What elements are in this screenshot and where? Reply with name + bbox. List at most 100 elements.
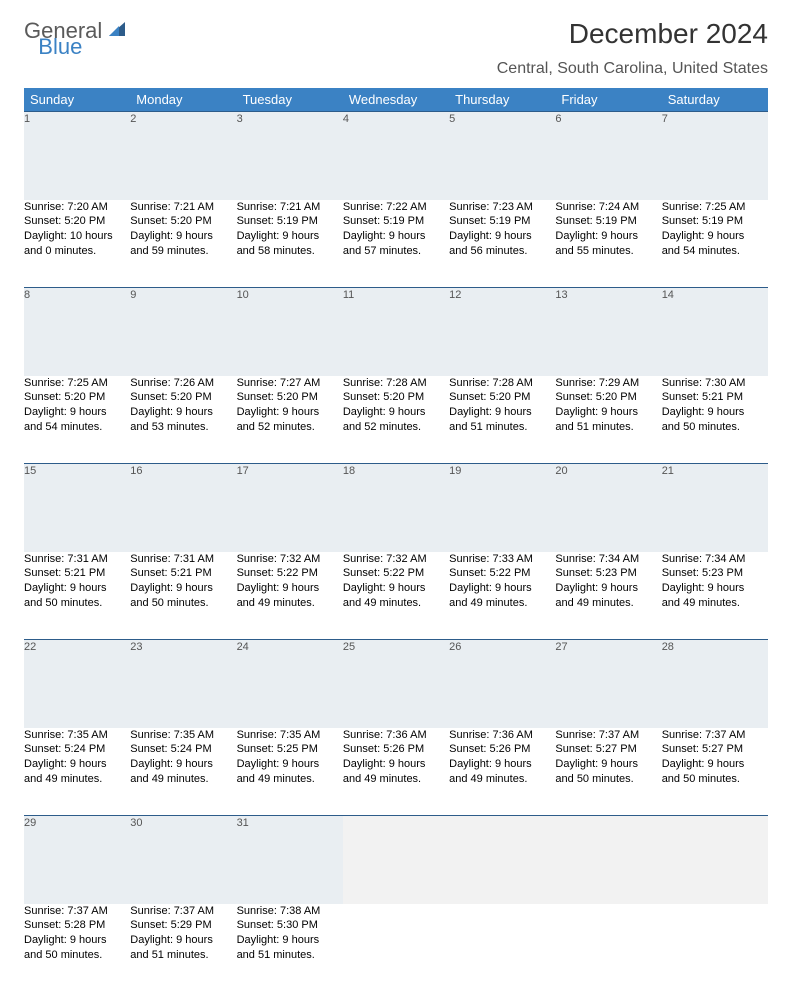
day-line-ss: Sunset: 5:22 PM (343, 566, 449, 581)
day-line-ss: Sunset: 5:25 PM (237, 742, 343, 757)
day-line-ss: Sunset: 5:21 PM (130, 566, 236, 581)
day-number: 19 (449, 464, 555, 552)
day-line-ss: Sunset: 5:27 PM (555, 742, 661, 757)
day-content-row: Sunrise: 7:31 AMSunset: 5:21 PMDaylight:… (24, 552, 768, 640)
day-line-ss: Sunset: 5:20 PM (130, 214, 236, 229)
day-number: 8 (24, 288, 130, 376)
day-number: 1 (24, 112, 130, 200)
day-line-sr: Sunrise: 7:31 AM (130, 552, 236, 567)
day-line-sr: Sunrise: 7:32 AM (343, 552, 449, 567)
day-number: 25 (343, 640, 449, 728)
day-line-d2: and 0 minutes. (24, 244, 130, 259)
day-cell: Sunrise: 7:27 AMSunset: 5:20 PMDaylight:… (237, 376, 343, 464)
day-line-ss: Sunset: 5:20 PM (555, 390, 661, 405)
day-line-d2: and 54 minutes. (24, 420, 130, 435)
weekday-thursday: Thursday (449, 88, 555, 112)
day-line-sr: Sunrise: 7:37 AM (130, 904, 236, 919)
day-number: 14 (662, 288, 768, 376)
day-line-d1: Daylight: 9 hours (237, 757, 343, 772)
day-cell: Sunrise: 7:35 AMSunset: 5:24 PMDaylight:… (130, 728, 236, 816)
day-line-d1: Daylight: 9 hours (449, 229, 555, 244)
day-line-ss: Sunset: 5:23 PM (662, 566, 768, 581)
day-number: 29 (24, 816, 130, 904)
day-line-sr: Sunrise: 7:22 AM (343, 200, 449, 215)
day-cell (555, 904, 661, 992)
day-cell: Sunrise: 7:32 AMSunset: 5:22 PMDaylight:… (343, 552, 449, 640)
day-number: 13 (555, 288, 661, 376)
day-number: 20 (555, 464, 661, 552)
day-cell: Sunrise: 7:35 AMSunset: 5:24 PMDaylight:… (24, 728, 130, 816)
day-cell: Sunrise: 7:25 AMSunset: 5:20 PMDaylight:… (24, 376, 130, 464)
day-number: 3 (237, 112, 343, 200)
day-line-ss: Sunset: 5:19 PM (449, 214, 555, 229)
day-line-ss: Sunset: 5:21 PM (24, 566, 130, 581)
day-cell (449, 904, 555, 992)
day-cell: Sunrise: 7:29 AMSunset: 5:20 PMDaylight:… (555, 376, 661, 464)
day-line-d1: Daylight: 9 hours (343, 229, 449, 244)
day-line-d1: Daylight: 9 hours (130, 229, 236, 244)
day-line-sr: Sunrise: 7:31 AM (24, 552, 130, 567)
day-line-ss: Sunset: 5:20 PM (24, 214, 130, 229)
day-number: 11 (343, 288, 449, 376)
day-line-ss: Sunset: 5:28 PM (24, 918, 130, 933)
day-line-d2: and 49 minutes. (343, 596, 449, 611)
day-cell: Sunrise: 7:34 AMSunset: 5:23 PMDaylight:… (662, 552, 768, 640)
day-line-d2: and 52 minutes. (237, 420, 343, 435)
day-line-sr: Sunrise: 7:37 AM (555, 728, 661, 743)
day-line-d1: Daylight: 9 hours (130, 757, 236, 772)
day-number: 31 (237, 816, 343, 904)
day-cell: Sunrise: 7:31 AMSunset: 5:21 PMDaylight:… (130, 552, 236, 640)
day-number: 28 (662, 640, 768, 728)
day-line-ss: Sunset: 5:20 PM (449, 390, 555, 405)
day-line-sr: Sunrise: 7:37 AM (662, 728, 768, 743)
day-cell: Sunrise: 7:31 AMSunset: 5:21 PMDaylight:… (24, 552, 130, 640)
day-cell: Sunrise: 7:28 AMSunset: 5:20 PMDaylight:… (449, 376, 555, 464)
day-line-d2: and 53 minutes. (130, 420, 236, 435)
day-line-d1: Daylight: 9 hours (24, 405, 130, 420)
day-line-sr: Sunrise: 7:27 AM (237, 376, 343, 391)
day-line-sr: Sunrise: 7:36 AM (449, 728, 555, 743)
day-line-d1: Daylight: 9 hours (555, 757, 661, 772)
daynum-row: 15161718192021 (24, 464, 768, 552)
day-cell: Sunrise: 7:35 AMSunset: 5:25 PMDaylight:… (237, 728, 343, 816)
day-line-d1: Daylight: 9 hours (555, 581, 661, 596)
weekday-header-row: Sunday Monday Tuesday Wednesday Thursday… (24, 88, 768, 112)
day-number: 12 (449, 288, 555, 376)
day-line-d1: Daylight: 9 hours (662, 757, 768, 772)
day-line-d2: and 50 minutes. (662, 420, 768, 435)
day-line-d2: and 54 minutes. (662, 244, 768, 259)
day-cell: Sunrise: 7:24 AMSunset: 5:19 PMDaylight:… (555, 200, 661, 288)
day-line-ss: Sunset: 5:19 PM (662, 214, 768, 229)
day-line-d2: and 49 minutes. (237, 772, 343, 787)
weekday-wednesday: Wednesday (343, 88, 449, 112)
day-line-sr: Sunrise: 7:21 AM (130, 200, 236, 215)
day-line-d1: Daylight: 9 hours (449, 757, 555, 772)
day-number (449, 816, 555, 904)
day-line-ss: Sunset: 5:23 PM (555, 566, 661, 581)
day-line-ss: Sunset: 5:20 PM (24, 390, 130, 405)
day-cell: Sunrise: 7:37 AMSunset: 5:27 PMDaylight:… (662, 728, 768, 816)
day-content-row: Sunrise: 7:20 AMSunset: 5:20 PMDaylight:… (24, 200, 768, 288)
day-cell: Sunrise: 7:22 AMSunset: 5:19 PMDaylight:… (343, 200, 449, 288)
day-line-sr: Sunrise: 7:35 AM (24, 728, 130, 743)
day-cell: Sunrise: 7:26 AMSunset: 5:20 PMDaylight:… (130, 376, 236, 464)
day-line-d1: Daylight: 9 hours (237, 581, 343, 596)
day-cell: Sunrise: 7:37 AMSunset: 5:29 PMDaylight:… (130, 904, 236, 992)
day-number (662, 816, 768, 904)
day-line-d1: Daylight: 9 hours (237, 405, 343, 420)
day-line-d2: and 50 minutes. (130, 596, 236, 611)
day-line-d2: and 51 minutes. (237, 948, 343, 963)
day-line-d2: and 57 minutes. (343, 244, 449, 259)
day-cell: Sunrise: 7:25 AMSunset: 5:19 PMDaylight:… (662, 200, 768, 288)
location-text: Central, South Carolina, United States (24, 60, 768, 78)
day-cell: Sunrise: 7:36 AMSunset: 5:26 PMDaylight:… (449, 728, 555, 816)
daynum-row: 1234567 (24, 112, 768, 200)
day-line-sr: Sunrise: 7:20 AM (24, 200, 130, 215)
day-line-ss: Sunset: 5:29 PM (130, 918, 236, 933)
weekday-sunday: Sunday (24, 88, 130, 112)
day-line-sr: Sunrise: 7:32 AM (237, 552, 343, 567)
day-cell: Sunrise: 7:28 AMSunset: 5:20 PMDaylight:… (343, 376, 449, 464)
day-line-sr: Sunrise: 7:35 AM (237, 728, 343, 743)
logo-sail-icon (107, 18, 127, 44)
calendar-table: Sunday Monday Tuesday Wednesday Thursday… (24, 88, 768, 992)
